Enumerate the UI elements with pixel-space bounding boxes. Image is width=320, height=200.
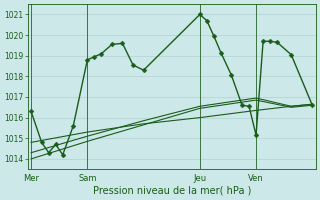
X-axis label: Pression niveau de la mer( hPa ): Pression niveau de la mer( hPa )	[92, 186, 251, 196]
